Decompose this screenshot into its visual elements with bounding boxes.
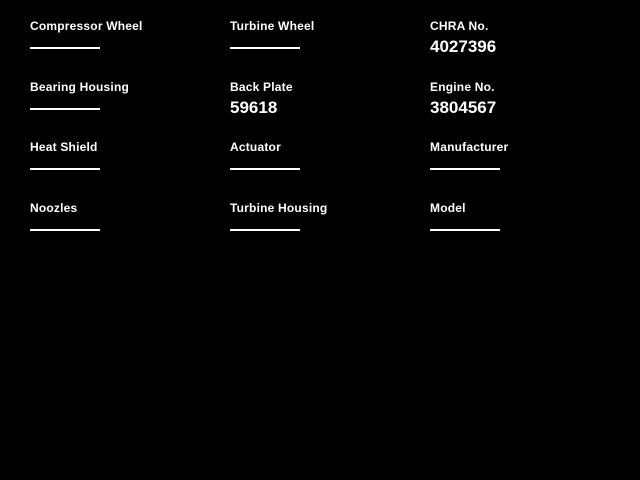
field-label: Heat Shield [30, 140, 98, 154]
field-label: Back Plate [230, 79, 293, 94]
field-model: Model [430, 195, 630, 256]
field-engine-no: Engine No. 3804567 [430, 74, 630, 135]
field-label: Actuator [230, 140, 281, 154]
field-value: 4027396 [430, 37, 497, 56]
empty-value-line [30, 107, 100, 110]
empty-value-line [430, 168, 500, 170]
empty-value-line [30, 228, 100, 231]
field-label: CHRA No. [430, 19, 489, 33]
field-value: 3804567 [430, 97, 497, 117]
empty-value-line [230, 228, 300, 231]
empty-value-line [230, 168, 300, 170]
field-label: Noozles [30, 200, 78, 215]
field-manufacturer: Manufacturer [430, 134, 630, 195]
field-label: Turbine Wheel [230, 19, 315, 33]
field-back-plate: Back Plate 59618 [230, 74, 430, 135]
empty-value-line [30, 168, 100, 170]
field-label: Compressor Wheel [30, 19, 143, 33]
field-compressor-wheel: Compressor Wheel [30, 13, 230, 74]
field-noozles: Noozles [30, 195, 230, 256]
chra-details-grid: Compressor Wheel Turbine Wheel CHRA No. … [30, 13, 630, 255]
empty-value-line [30, 47, 100, 49]
field-label: Manufacturer [430, 140, 509, 154]
field-label: Engine No. [430, 79, 495, 94]
field-label: Model [430, 200, 466, 215]
field-label: Bearing Housing [30, 79, 130, 94]
field-actuator: Actuator [230, 134, 430, 195]
empty-value-line [230, 47, 300, 49]
field-bearing-housing: Bearing Housing [30, 74, 230, 135]
field-turbine-housing: Turbine Housing [230, 195, 430, 256]
field-value: 59618 [230, 97, 278, 117]
field-label: Turbine Housing [230, 200, 328, 215]
field-turbine-wheel: Turbine Wheel [230, 13, 430, 74]
field-heat-shield: Heat Shield [30, 134, 230, 195]
field-chra-no: CHRA No. 4027396 [430, 13, 630, 74]
empty-value-line [430, 228, 500, 231]
